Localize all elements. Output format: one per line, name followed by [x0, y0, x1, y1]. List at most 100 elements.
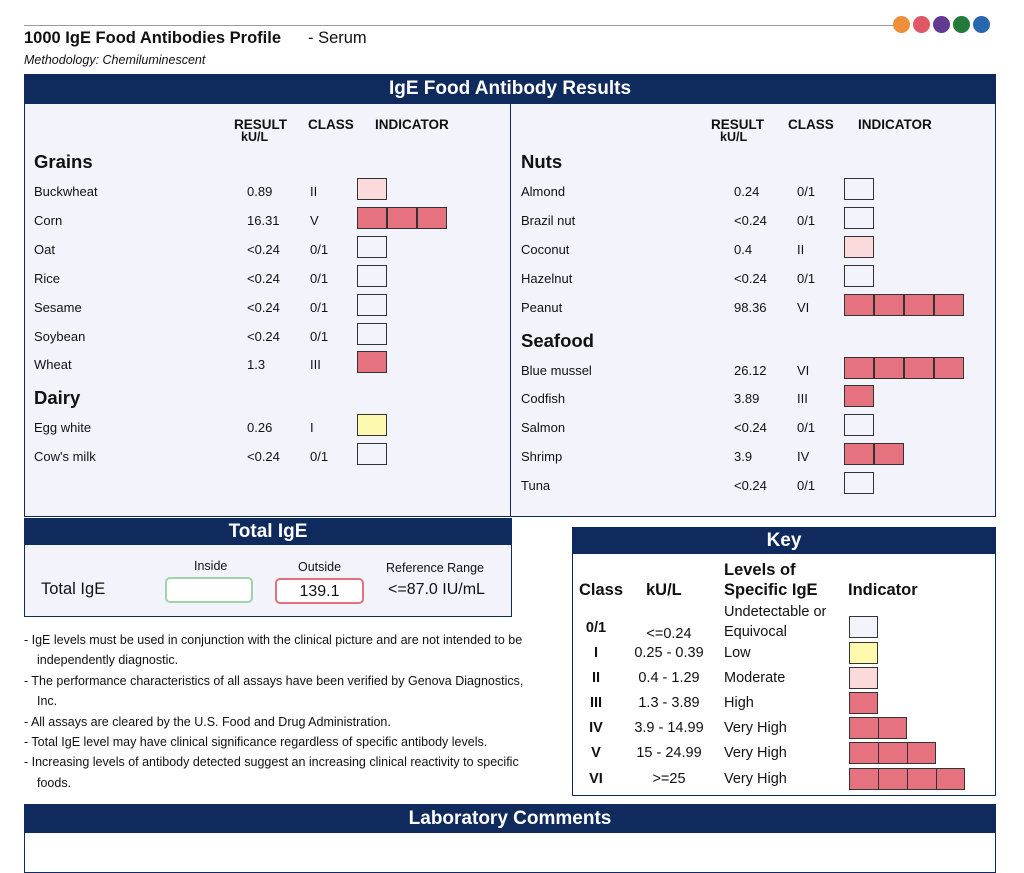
indicator-cell — [849, 742, 878, 764]
food-name: Almond — [521, 184, 566, 199]
indicator-cell — [874, 443, 904, 466]
result-indicator — [844, 385, 874, 408]
food-name: Brazil nut — [521, 212, 576, 228]
indicator-cell — [907, 742, 936, 764]
indicator-cell — [357, 293, 387, 316]
indicator-cell — [849, 667, 878, 689]
lab-comments-banner: Laboratory Comments — [24, 804, 996, 834]
result-indicator — [357, 351, 387, 374]
key-level-text: Very High — [724, 720, 787, 736]
result-indicator — [357, 443, 387, 466]
inside-value-box — [165, 577, 253, 603]
total-ige-label: Total IgE — [41, 580, 106, 598]
result-class: III — [310, 357, 321, 373]
result-class: II — [310, 184, 318, 199]
result-class: V — [310, 212, 319, 228]
key-row: III 1.3 - 3.89 High — [572, 692, 996, 720]
result-row: Sesame <0.24 0/1 — [34, 293, 494, 317]
key-banner: Key — [572, 527, 996, 555]
key-class: II — [591, 670, 601, 686]
food-name: Egg white — [34, 420, 92, 436]
indicator-cell — [849, 616, 878, 638]
result-class: IV — [797, 449, 810, 465]
key-level-text: Undetectable or Equivocal — [724, 604, 827, 640]
indicator-cell — [844, 472, 874, 495]
indicator-cell — [849, 642, 878, 664]
right-class-header: CLASS — [788, 117, 834, 132]
food-name: Hazelnut — [521, 270, 573, 286]
key-class: III — [589, 695, 603, 711]
indicator-cell — [878, 742, 907, 764]
key-indicator — [849, 642, 878, 664]
result-class: 0/1 — [797, 212, 816, 228]
food-name: Peanut — [521, 299, 563, 315]
key-row: 0/1 <=0.24 Undetectable or Equivocal — [572, 604, 996, 647]
key-unit-header: kU/L — [646, 581, 682, 599]
key-row: V 15 - 24.99 Very High — [572, 742, 996, 770]
result-row: Salmon <0.24 0/1 — [521, 414, 981, 437]
result-row: Tuna <0.24 0/1 — [521, 472, 981, 495]
result-class: I — [310, 420, 314, 436]
result-row: Cow's milk <0.24 0/1 — [34, 443, 494, 466]
food-name: Soybean — [34, 328, 86, 344]
key-class: I — [593, 645, 599, 661]
indicator-cell — [844, 385, 874, 408]
indicator-cell — [844, 264, 874, 287]
result-value: 3.89 — [734, 391, 760, 407]
indicator-cell — [844, 293, 874, 316]
key-range: 0.4 - 1.29 — [638, 670, 700, 686]
key-range: 3.9 - 14.99 — [634, 720, 704, 736]
indicator-cell — [844, 356, 874, 379]
key-level-text: Moderate — [724, 670, 786, 686]
result-row: Codfish 3.89 III — [521, 385, 981, 408]
indicator-cell — [417, 206, 447, 229]
indicator-cell — [878, 717, 907, 739]
indicator-cell — [357, 235, 387, 258]
food-name: Cow's milk — [34, 449, 96, 465]
result-value: <0.24 — [734, 212, 767, 228]
key-indicator-header: Indicator — [848, 581, 918, 599]
key-level-text: Very High — [724, 771, 787, 787]
result-value: 0.4 — [734, 241, 753, 257]
left-indicator-header: INDICATOR — [375, 117, 449, 132]
food-name: Salmon — [521, 420, 566, 436]
indicator-cell — [357, 264, 387, 287]
result-class: 0/1 — [310, 299, 329, 315]
indicator-cell — [844, 414, 874, 437]
result-indicator — [844, 443, 904, 466]
reference-range-value: <=87.0 IU/mL — [388, 581, 485, 598]
indicator-cell — [844, 235, 874, 258]
result-indicator — [357, 206, 447, 229]
key-levels-header: Levels of Specific IgE — [724, 561, 818, 599]
group-heading: Seafood — [521, 329, 594, 351]
food-name: Rice — [34, 270, 61, 286]
food-name: Wheat — [34, 357, 72, 373]
result-class: 0/1 — [797, 478, 816, 494]
result-row: Rice <0.24 0/1 — [34, 264, 494, 288]
note-item: - IgE levels must be used in conjunction… — [24, 633, 523, 668]
indicator-cell — [934, 293, 964, 316]
brand-dot — [913, 16, 930, 33]
group-heading: Grains — [34, 151, 93, 172]
result-row: Oat <0.24 0/1 — [34, 235, 494, 259]
indicator-cell — [357, 322, 387, 345]
header-rule — [24, 25, 904, 26]
indicator-cell — [357, 178, 387, 200]
result-indicator — [844, 264, 874, 287]
result-indicator — [844, 178, 874, 200]
indicator-cell — [849, 692, 878, 714]
key-class-header: Class — [579, 581, 624, 599]
note-item: - Total IgE level may have clinical sign… — [24, 735, 488, 750]
outside-label: Outside — [298, 560, 342, 574]
result-class: 0/1 — [797, 420, 816, 436]
total-ige-banner: Total IgE — [24, 518, 512, 546]
food-name: Tuna — [521, 478, 551, 494]
key-range: <=0.24 — [646, 626, 692, 642]
result-value: <0.24 — [734, 478, 767, 494]
result-value: <0.24 — [247, 241, 280, 257]
key-indicator — [849, 667, 878, 689]
group-heading: Dairy — [34, 387, 81, 409]
result-row: Corn 16.31 V — [34, 206, 494, 230]
result-indicator — [357, 264, 387, 287]
result-indicator — [844, 472, 874, 495]
